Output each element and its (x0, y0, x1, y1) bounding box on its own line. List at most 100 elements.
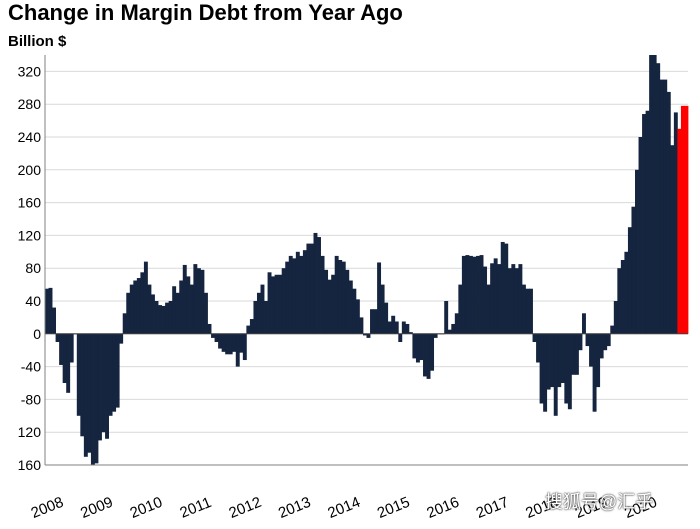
bar (638, 137, 643, 334)
bar (168, 301, 173, 334)
bar (196, 268, 201, 334)
bar (214, 333, 219, 342)
bar (249, 319, 254, 334)
bar (585, 333, 590, 347)
bar (288, 255, 293, 334)
bar (189, 284, 194, 334)
bar (239, 333, 244, 353)
bar (426, 333, 431, 379)
bar (620, 260, 625, 334)
bar (574, 333, 579, 375)
bar (97, 333, 102, 441)
bar (126, 292, 131, 334)
bar (521, 284, 526, 334)
bar (564, 333, 569, 404)
bar (370, 309, 374, 334)
bar (624, 251, 629, 334)
bar (497, 264, 502, 334)
bar (225, 333, 230, 355)
bar (101, 333, 106, 433)
bar (299, 255, 304, 334)
y-tick-label: 160 (18, 195, 42, 211)
chart-title: Change in Margin Debt from Year Ago (8, 0, 403, 25)
bar (352, 288, 357, 334)
bar (571, 333, 576, 375)
bar (338, 260, 343, 334)
bar (670, 145, 675, 334)
bar (684, 105, 689, 334)
bar (136, 278, 141, 334)
x-tick-label: 2016 (424, 494, 461, 522)
bar (649, 55, 654, 334)
x-tick-label: 2011 (178, 494, 214, 522)
bar (235, 333, 240, 367)
bar (232, 333, 237, 352)
bar (493, 258, 498, 334)
bar (596, 333, 601, 388)
bar (274, 274, 279, 334)
bar (567, 333, 572, 410)
bar (461, 255, 466, 334)
bar (59, 333, 64, 365)
y-tick-label: 200 (18, 162, 42, 178)
bar (175, 292, 180, 334)
bar (90, 333, 95, 465)
bar (278, 274, 283, 334)
bar (511, 264, 516, 334)
x-tick-label: 2013 (276, 494, 313, 522)
bar (419, 333, 424, 361)
bar (221, 333, 226, 352)
bar (486, 284, 491, 334)
bar (309, 243, 314, 334)
x-tick-label: 2012 (227, 494, 264, 522)
bar (267, 272, 272, 334)
bar (479, 255, 484, 334)
bar (536, 333, 541, 363)
bar (119, 333, 124, 344)
y-tick-label: 240 (18, 129, 42, 145)
y-tick-label: 0 (33, 326, 41, 342)
y-tick-label: 40 (25, 293, 41, 309)
bar (680, 105, 685, 334)
x-tick-label: 2009 (78, 494, 115, 522)
bar (362, 333, 367, 336)
y-tick-label: 80 (25, 260, 41, 276)
bar (373, 309, 378, 334)
bar (476, 255, 480, 334)
bar (610, 325, 615, 334)
x-tick-label: 2010 (128, 494, 165, 522)
bar (387, 321, 392, 334)
bar (529, 288, 533, 334)
bar (525, 288, 530, 334)
bar (147, 284, 152, 334)
bar (592, 333, 597, 412)
bar (398, 333, 403, 342)
bar (66, 333, 71, 393)
bar (203, 292, 208, 334)
x-tick-label: 2014 (325, 494, 362, 522)
bar (631, 206, 636, 334)
bar (115, 333, 120, 408)
bar (635, 169, 639, 334)
bar (317, 237, 321, 334)
bar (76, 333, 81, 416)
bar (617, 268, 622, 334)
bar (179, 280, 184, 334)
bar (401, 321, 406, 334)
bar (45, 288, 49, 334)
bar (553, 333, 558, 416)
bar (546, 333, 551, 390)
y-tick-label: 120 (18, 424, 42, 440)
bar (613, 301, 618, 334)
bar (454, 313, 459, 334)
bar (663, 79, 668, 334)
bar (264, 301, 268, 334)
bar (359, 317, 364, 334)
bar (500, 241, 505, 334)
bar (391, 315, 396, 334)
bar (87, 333, 92, 453)
bar (129, 284, 134, 334)
bar (207, 323, 212, 334)
bar (327, 279, 332, 334)
bar (165, 302, 170, 334)
